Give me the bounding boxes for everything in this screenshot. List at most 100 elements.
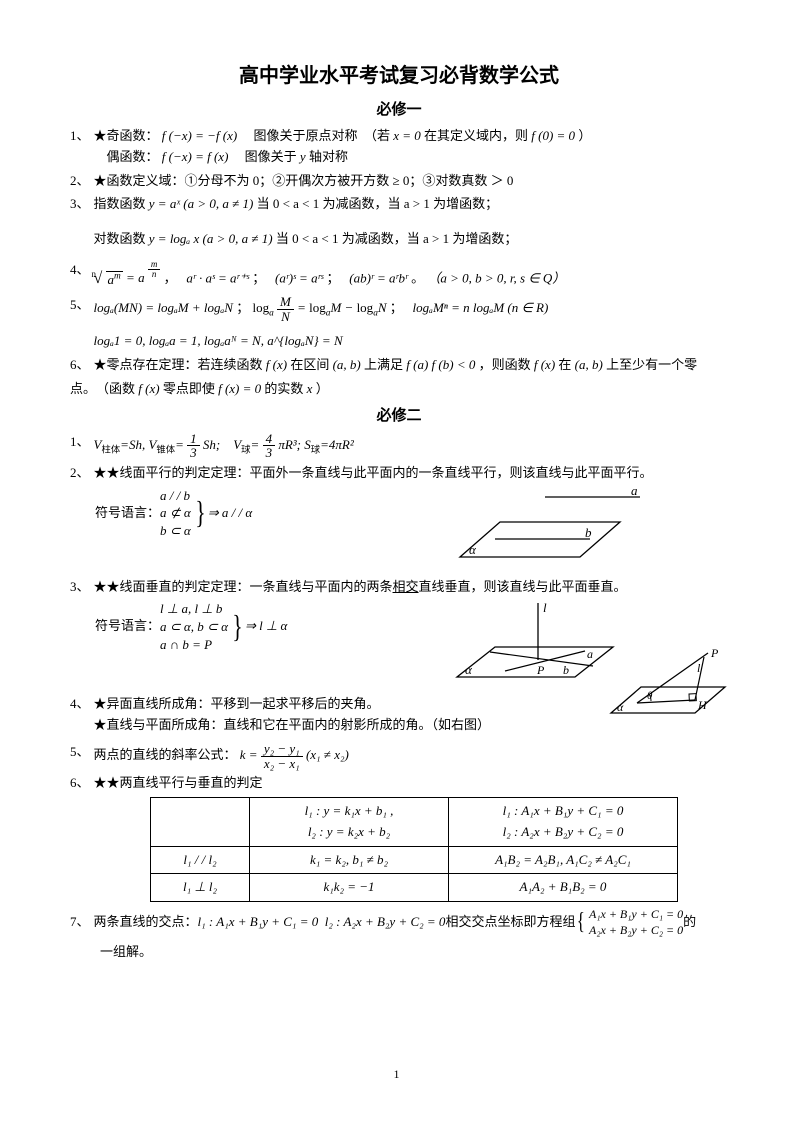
fig-label-P: P bbox=[710, 646, 719, 660]
item-number: 7、 bbox=[70, 912, 90, 933]
cell: l₁ / / l₂ bbox=[151, 846, 250, 874]
cell: k₁k₂ = −1 bbox=[250, 874, 449, 902]
s2-item-6: 6、 ★★两直线平行与垂直的判定 bbox=[70, 773, 728, 794]
frac-num: y₂ − y₁ bbox=[261, 742, 303, 757]
text: 在其定义域内，则 bbox=[424, 128, 531, 143]
fig-label-theta: θ bbox=[647, 690, 653, 702]
cell: A₁B₂ = A₂B₁, A₁C₂ ≠ A₂C₁ bbox=[449, 846, 678, 874]
system-formula: { A₁x + B₁y + C₁ = 0 A₂x + B₂y + C₂ = 0 bbox=[575, 906, 683, 938]
item-number: 4、 bbox=[70, 694, 90, 715]
formula: y = aˣ (a > 0, a ≠ 1) bbox=[149, 196, 254, 211]
cell: k₁ = k₂, b₁ ≠ b₂ bbox=[250, 846, 449, 874]
item-number: 3、 bbox=[70, 577, 90, 598]
s2-item-2: 2、 ★★线面平行的判定定理：平面外一条直线与此平面内的一条直线平行，则该直线与… bbox=[70, 463, 728, 484]
text: 符号语言： bbox=[95, 503, 160, 524]
text: 指数函数 bbox=[94, 196, 149, 211]
formula: aʳ · aˢ = aʳ⁺ˢ bbox=[186, 270, 249, 285]
formula: f (−x) = −f (x) bbox=[162, 128, 237, 143]
table-row: l₁ : y = k₁x + b₁ , l₂ : y = k₂x + b₂ l₁… bbox=[151, 797, 678, 846]
s1-item-1: 1、 ★奇函数： f (−x) = −f (x) 图像关于原点对称 （若 x =… bbox=[70, 126, 728, 168]
formula: x = 0 bbox=[393, 128, 421, 143]
item-number: 6、 bbox=[70, 355, 90, 376]
cases-formula: a / / b a ⊄ α b ⊂ α } bbox=[160, 487, 208, 540]
formula: (a, b) bbox=[575, 357, 603, 372]
text: ★★线面垂直的判定定理：一条直线与平面内的两条 bbox=[94, 579, 393, 594]
formula: A₂x + B₂y + C₂ = 0 bbox=[589, 922, 683, 938]
text: 图像关于 bbox=[232, 149, 300, 164]
perpendicular-plane-figure: l α a b P bbox=[435, 600, 620, 692]
formula: a ⊄ α bbox=[160, 504, 191, 522]
text: 4 bbox=[263, 432, 276, 447]
formula: y = logₐ x (a > 0, a ≠ 1) bbox=[149, 231, 273, 246]
text: = bbox=[251, 437, 260, 452]
s2-item-3: 3、 ★★线面垂直的判定定理：一条直线与平面内的两条相交直线垂直，则该直线与此平… bbox=[70, 577, 728, 598]
s2-item-3-detail-area: 符号语言： l ⊥ a, l ⊥ b a ⊂ α, b ⊂ α a ∩ b = … bbox=[70, 600, 728, 735]
formula: loga MN = logaM − logaN bbox=[252, 300, 389, 315]
item-number: 5、 bbox=[70, 742, 90, 763]
item-number: 1、 bbox=[70, 126, 90, 147]
item-number: 3、 bbox=[70, 194, 90, 215]
text: 球 bbox=[241, 446, 250, 456]
cell: l₁ ⊥ l₂ bbox=[151, 874, 250, 902]
text: 当 0 < a < 1 为减函数，当 a > 1 为增函数； bbox=[276, 231, 518, 246]
text: 球 bbox=[311, 446, 320, 456]
formula: n √ am = a mn bbox=[94, 270, 164, 285]
text: 两点的直线的斜率公式： bbox=[94, 747, 237, 762]
s2-item-1: 1、 V柱体=Sh, V锥体= 13 Sh; V球= 43 πR³; S球=4π… bbox=[70, 432, 728, 460]
fig-label-P: P bbox=[536, 663, 545, 677]
formula: ⇒ l ⊥ α bbox=[245, 616, 287, 637]
s2-item-7-cont: 一组解。 bbox=[100, 942, 728, 963]
text: ★奇函数： bbox=[94, 128, 159, 143]
formula: (x₁ ≠ x₂) bbox=[306, 747, 349, 762]
cell: l₁ : A₁x + B₁y + C₁ = 0 bbox=[463, 801, 663, 822]
text: 上至少有一个零 bbox=[606, 357, 697, 372]
formula: l ⊥ a, l ⊥ b bbox=[160, 600, 228, 618]
text: 点。 （函数 bbox=[70, 381, 138, 396]
text: ★零点存在定理：若连续函数 bbox=[94, 357, 266, 372]
text: 在区间 bbox=[290, 357, 332, 372]
text: ） bbox=[578, 128, 591, 143]
item-number: 6、 bbox=[70, 773, 90, 794]
text: 直线垂直，则该直线与此平面垂直。 bbox=[419, 579, 627, 594]
item-number: 2、 bbox=[70, 171, 90, 192]
formula: a ∩ b = P bbox=[160, 636, 228, 654]
formula: logₐ(MN) = logₐM + logₐN bbox=[94, 300, 233, 315]
table-row: l₁ ⊥ l₂ k₁k₂ = −1 A₁A₂ + B₁B₂ = 0 bbox=[151, 874, 678, 902]
table-row: l₁ / / l₂ k₁ = k₂, b₁ ≠ b₂ A₁B₂ = A₂B₁, … bbox=[151, 846, 678, 874]
frac-den: x₂ − x₁ bbox=[261, 757, 303, 771]
s1-item-5: 5、 logₐ(MN) = logₐM + logₐN ； loga MN = … bbox=[70, 295, 728, 352]
item-body: ★奇函数： f (−x) = −f (x) 图像关于原点对称 （若 x = 0 … bbox=[94, 126, 728, 168]
text: 图像关于原点对称 （若 bbox=[240, 128, 393, 143]
item-body: 两点的直线的斜率公式： k = y₂ − y₁ x₂ − x₁ (x₁ ≠ x₂… bbox=[94, 742, 728, 770]
item-number: 5、 bbox=[70, 295, 90, 316]
formula: f (a) f (b) < 0 bbox=[406, 357, 475, 372]
formula: x bbox=[307, 381, 313, 396]
formula: A₁x + B₁y + C₁ = 0 bbox=[589, 906, 683, 922]
s1-item-6-cont: 点。 （函数 f (x) 零点即使 f (x) = 0 的实数 x ） bbox=[70, 379, 728, 400]
text: 当 0 < a < 1 为减函数，当 a > 1 为增函数； bbox=[257, 196, 499, 211]
fig-label-a: a bbox=[631, 487, 638, 498]
item-body: V柱体=Sh, V锥体= 13 Sh; V球= 43 πR³; S球=4πR² bbox=[94, 432, 728, 460]
fig-label-a: a bbox=[587, 647, 593, 661]
item-body: logₐ(MN) = logₐM + logₐN ； loga MN = log… bbox=[94, 295, 728, 352]
text: =Sh, V bbox=[120, 437, 156, 452]
cases-formula: l ⊥ a, l ⊥ b a ⊂ α, b ⊂ α a ∩ b = P } bbox=[160, 600, 245, 653]
formula: a ⊂ α, b ⊂ α bbox=[160, 618, 228, 636]
s1-item-6: 6、 ★零点存在定理：若连续函数 f (x) 在区间 (a, b) 上满足 f … bbox=[70, 355, 728, 376]
formula: f (x) bbox=[138, 381, 159, 396]
formula: (ab)ʳ = aʳbʳ bbox=[349, 270, 408, 285]
item-body: n √ am = a mn ， aʳ · aˢ = aʳ⁺ˢ ； (aʳ)ˢ =… bbox=[94, 260, 728, 292]
formula: （a > 0, b > 0, r, s ∈ Q） bbox=[427, 270, 565, 285]
cell: l₂ : A₂x + B₂y + C₂ = 0 bbox=[463, 822, 663, 843]
fig-label-H: H bbox=[697, 698, 708, 712]
section-1-heading: 必修一 bbox=[70, 98, 728, 122]
parallel-perpendicular-table: l₁ : y = k₁x + b₁ , l₂ : y = k₂x + b₂ l₁… bbox=[150, 797, 678, 902]
cell: l₂ : y = k₂x + b₂ bbox=[264, 822, 434, 843]
text: ，则函数 bbox=[479, 357, 534, 372]
main-title: 高中学业水平考试复习必背数学公式 bbox=[70, 60, 728, 92]
underlined-text: 相交 bbox=[393, 579, 419, 594]
section-2-heading: 必修二 bbox=[70, 404, 728, 428]
fig-label-alpha: α bbox=[465, 662, 473, 677]
text: 的 bbox=[683, 912, 696, 933]
formula: f (−x) = f (x) bbox=[162, 149, 229, 164]
